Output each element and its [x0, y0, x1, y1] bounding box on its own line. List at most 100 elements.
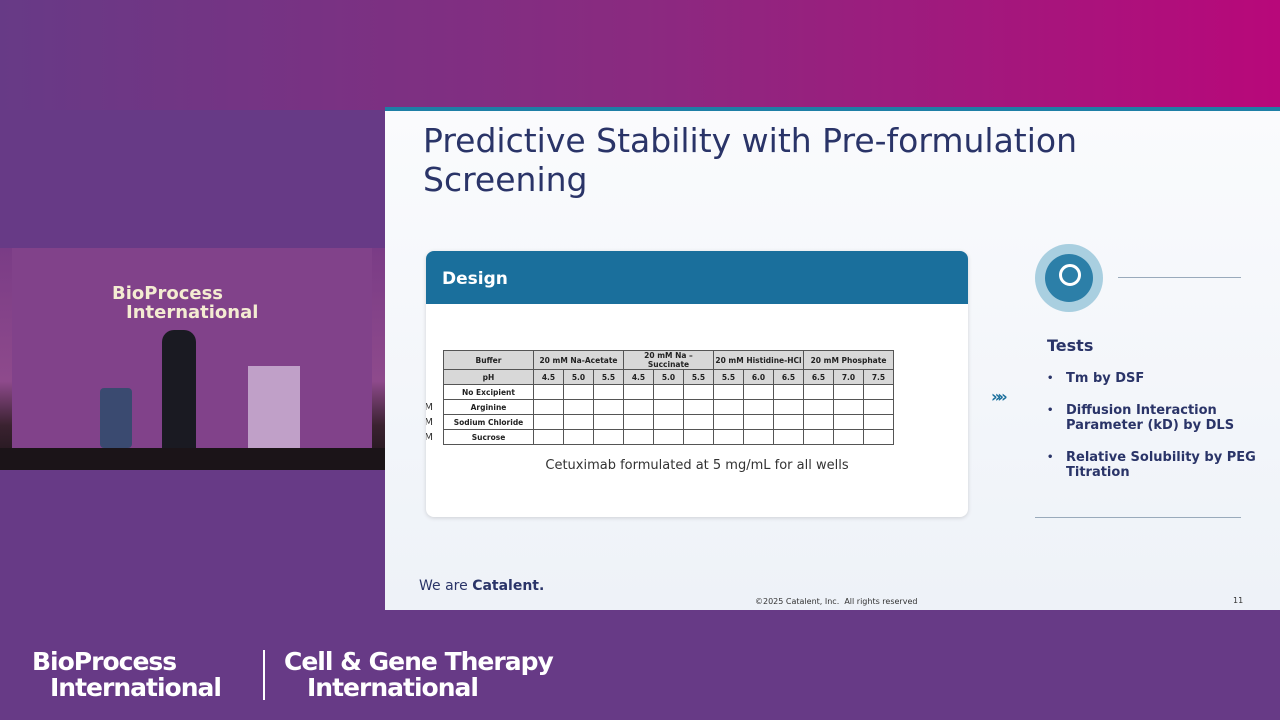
- row-label: No Excipient: [443, 384, 534, 400]
- design-table: Buffer 20 mM Na-Acetate 20 mM Na – Succina…: [426, 350, 894, 445]
- ph-cell: 5.0: [563, 369, 594, 385]
- cell: [623, 384, 654, 400]
- concentration: 220 mM: [426, 430, 444, 445]
- concentration: 110 mM: [426, 400, 444, 415]
- page-number: 11: [1233, 596, 1244, 605]
- row-label: Sucrose: [443, 429, 534, 445]
- cell: [683, 384, 714, 400]
- row-label: Sodium Chloride: [443, 414, 534, 430]
- cell: [833, 384, 864, 400]
- cell: [623, 429, 654, 445]
- cell: [653, 429, 684, 445]
- cell: [743, 399, 774, 415]
- rule: [1035, 517, 1241, 518]
- cell: [533, 429, 564, 445]
- cell: [533, 384, 564, 400]
- card-heading: Design: [426, 251, 968, 304]
- cell: [623, 414, 654, 430]
- cell: [863, 414, 894, 430]
- cell: [833, 414, 864, 430]
- cell: [743, 384, 774, 400]
- ph-cell: 7.0: [833, 369, 864, 385]
- header-cell: 20 mM Phosphate: [803, 350, 894, 370]
- cell: [593, 429, 624, 445]
- cell: [563, 429, 594, 445]
- ph-cell: 6.5: [803, 369, 834, 385]
- cell: [773, 399, 804, 415]
- table-row: 110 mMSodium Chloride: [426, 414, 894, 430]
- cell: [563, 399, 594, 415]
- ph-cell: 4.5: [533, 369, 564, 385]
- brand-name: Catalent.: [472, 578, 545, 594]
- cell: [713, 384, 744, 400]
- blank: [426, 351, 444, 370]
- cell: [773, 384, 804, 400]
- cell: [743, 429, 774, 445]
- cell: [863, 429, 894, 445]
- speaker: [162, 330, 196, 450]
- cell: [653, 414, 684, 430]
- cell: [803, 384, 834, 400]
- logo-line: Cell & Gene Therapy: [284, 647, 554, 676]
- chair: [100, 388, 132, 448]
- cell: [863, 399, 894, 415]
- cell: [683, 399, 714, 415]
- header-cell: 20 mM Histidine-HCl: [713, 350, 804, 370]
- design-card: Design Buffer 20 mM Na-Acetate 20 mM Na – …: [426, 251, 968, 517]
- cell: [533, 399, 564, 415]
- cell: [833, 399, 864, 415]
- ph-cell: pH: [443, 369, 534, 385]
- concentration: [426, 385, 444, 400]
- divider: [263, 650, 265, 700]
- tests-list: Tm by DSF Diffusion Interaction Parameter…: [1047, 371, 1256, 480]
- cell: [833, 429, 864, 445]
- logo-line: BioProcess: [32, 647, 177, 676]
- cell: [773, 414, 804, 430]
- test-item: Relative Solubility by PEG Titration: [1047, 450, 1256, 480]
- ph-cell: 4.5: [623, 369, 654, 385]
- ph-cell: 7.5: [863, 369, 894, 385]
- table-row: 110 mMArginine: [426, 399, 894, 415]
- table-row: pH 4.5 5.0 5.5 4.5 5.0 5.5 5.5 6.0 6.5 6.5 7.0 7.5: [426, 369, 894, 385]
- ph-cell: 6.0: [743, 369, 774, 385]
- slide-title: Predictive Stability with Pre-formulatio…: [423, 121, 1078, 199]
- footer-logo: Cell & Gene Therapy International: [284, 647, 554, 702]
- cell: [713, 429, 744, 445]
- cell: [713, 399, 744, 415]
- cell: [683, 414, 714, 430]
- icon: [1035, 244, 1103, 312]
- table-wrap: Buffer 20 mM Na-Acetate 20 mM Na – Succina…: [426, 350, 894, 445]
- brand-prefix: We are: [419, 578, 468, 594]
- cell: [593, 414, 624, 430]
- rule: [1118, 277, 1241, 278]
- header-cell: 20 mM Na – Succinate: [623, 350, 714, 370]
- copyright: ©2025 Catalent, Inc. All rights reserved: [755, 597, 918, 606]
- ph-cell: 5.5: [683, 369, 714, 385]
- table-row: 220 mMSucrose: [426, 429, 894, 445]
- blank: [426, 370, 444, 385]
- cell: [743, 414, 774, 430]
- stage-sign: BioProcess International: [112, 284, 258, 322]
- cell: [713, 414, 744, 430]
- cell: [803, 414, 834, 430]
- logo-line: International: [307, 673, 479, 702]
- brand: We are Catalent.: [419, 578, 544, 594]
- sign-line: BioProcess: [112, 283, 223, 304]
- arrow-icon: »»: [991, 387, 1008, 406]
- tests-heading: Tests: [1047, 336, 1094, 355]
- cell: [593, 399, 624, 415]
- podium: [248, 366, 300, 456]
- cell: [533, 414, 564, 430]
- ph-cell: 5.5: [593, 369, 624, 385]
- cell: [863, 384, 894, 400]
- ph-cell: 6.5: [773, 369, 804, 385]
- concentration: 110 mM: [426, 415, 444, 430]
- cell: [563, 384, 594, 400]
- row-label: Arginine: [443, 399, 534, 415]
- cell: [593, 384, 624, 400]
- test-item: Tm by DSF: [1047, 371, 1256, 386]
- cell: [653, 384, 684, 400]
- ph-cell: 5.0: [653, 369, 684, 385]
- cell: [563, 414, 594, 430]
